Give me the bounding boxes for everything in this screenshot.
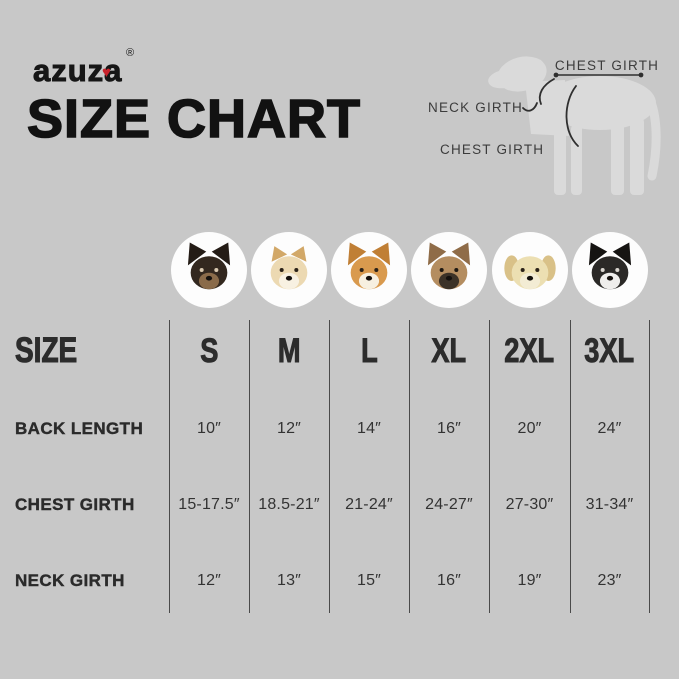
labrador-photo <box>503 255 556 290</box>
brand-name: azuza <box>32 53 123 89</box>
chest-girth-arc <box>565 85 579 147</box>
cell-chest-girth-2xl: 27-30″ <box>505 496 554 513</box>
dog-photo-shiba-inu <box>331 232 407 308</box>
table-vertical-line <box>649 320 650 613</box>
cell-back-length-s: 10″ <box>196 420 222 437</box>
size-column-header-label: SIZE <box>15 331 78 370</box>
table-vertical-line <box>570 320 571 613</box>
row-label-back-length: BACK LENGTH <box>15 419 144 438</box>
table-vertical-line <box>249 320 250 613</box>
column-header-l: L <box>329 331 409 371</box>
diagram-label-neck-girth: NECK GIRTH <box>428 100 523 115</box>
cell-back-length-l: 14″ <box>356 420 382 437</box>
brand-heart-icon: ♥ <box>102 64 112 81</box>
cell-neck-girth-2xl: 19″ <box>517 572 542 589</box>
cell-neck-girth-s: 12″ <box>196 572 222 589</box>
cell-neck-girth-m: 13″ <box>276 572 302 589</box>
column-header-label: 3XL <box>584 332 635 371</box>
dog-photo-border-collie <box>571 232 648 308</box>
table-vertical-line <box>169 320 170 613</box>
cell-neck-girth-3xl: 23″ <box>597 572 622 589</box>
column-header-label: 2XL <box>504 332 555 371</box>
column-header-2xl: 2XL <box>490 331 570 371</box>
border-collie-photo <box>588 242 631 290</box>
measurement-diagram: CHEST GIRTH NECK GIRTH CHEST GIRTH <box>428 56 661 195</box>
page-title: SIZE CHART <box>26 88 361 150</box>
cell-chest-girth-3xl: 31-34″ <box>585 496 634 513</box>
chest-girth-measure-line <box>553 72 644 78</box>
cell-chest-girth-xl: 24-27″ <box>425 496 473 513</box>
cell-neck-girth-l: 15″ <box>356 572 382 589</box>
diagram-label-chest-girth-top: CHEST GIRTH <box>555 58 659 73</box>
diagram-label-chest-girth: CHEST GIRTH <box>440 142 544 157</box>
column-header-3xl: 3XL <box>570 331 650 371</box>
neck-girth-leader-curl <box>522 102 538 112</box>
size-column-header: SIZE <box>15 331 93 370</box>
column-header-label: XL <box>431 332 467 371</box>
pomeranian-photo <box>270 246 308 290</box>
cell-back-length-2xl: 20″ <box>517 420 542 437</box>
cell-neck-girth-xl: 16″ <box>436 572 462 589</box>
column-header-label: S <box>199 332 219 371</box>
dog-photo-french-bulldog <box>411 232 487 308</box>
table-vertical-line <box>489 320 490 613</box>
column-header-label: L <box>360 332 378 371</box>
neck-girth-arc <box>538 78 555 105</box>
dog-photo-chihuahua <box>171 232 247 308</box>
column-header-s: S <box>169 331 249 371</box>
row-label-neck-girth: NECK GIRTH <box>15 571 125 590</box>
cell-back-length-m: 12″ <box>276 420 302 437</box>
dog-photo-labrador <box>491 232 568 308</box>
table-vertical-line <box>409 320 410 613</box>
table-vertical-line <box>329 320 330 613</box>
cell-back-length-3xl: 24″ <box>597 420 622 437</box>
french-bulldog-photo <box>427 242 471 290</box>
registered-mark-icon: ® <box>126 47 136 59</box>
column-header-label: M <box>277 332 301 371</box>
dog-photo-pomeranian <box>251 232 327 308</box>
brand-logo: azuza ♥ ® <box>32 47 134 89</box>
chihuahua-photo <box>187 242 231 290</box>
cell-back-length-xl: 16″ <box>436 420 462 437</box>
cell-chest-girth-m: 18.5-21″ <box>258 496 320 513</box>
cell-chest-girth-l: 21-24″ <box>345 496 393 513</box>
shiba-inu-photo <box>347 242 391 290</box>
column-header-xl: XL <box>409 331 489 371</box>
column-header-m: M <box>249 331 329 371</box>
row-label-chest-girth: CHEST GIRTH <box>15 495 135 514</box>
cell-chest-girth-s: 15-17.5″ <box>178 496 240 513</box>
